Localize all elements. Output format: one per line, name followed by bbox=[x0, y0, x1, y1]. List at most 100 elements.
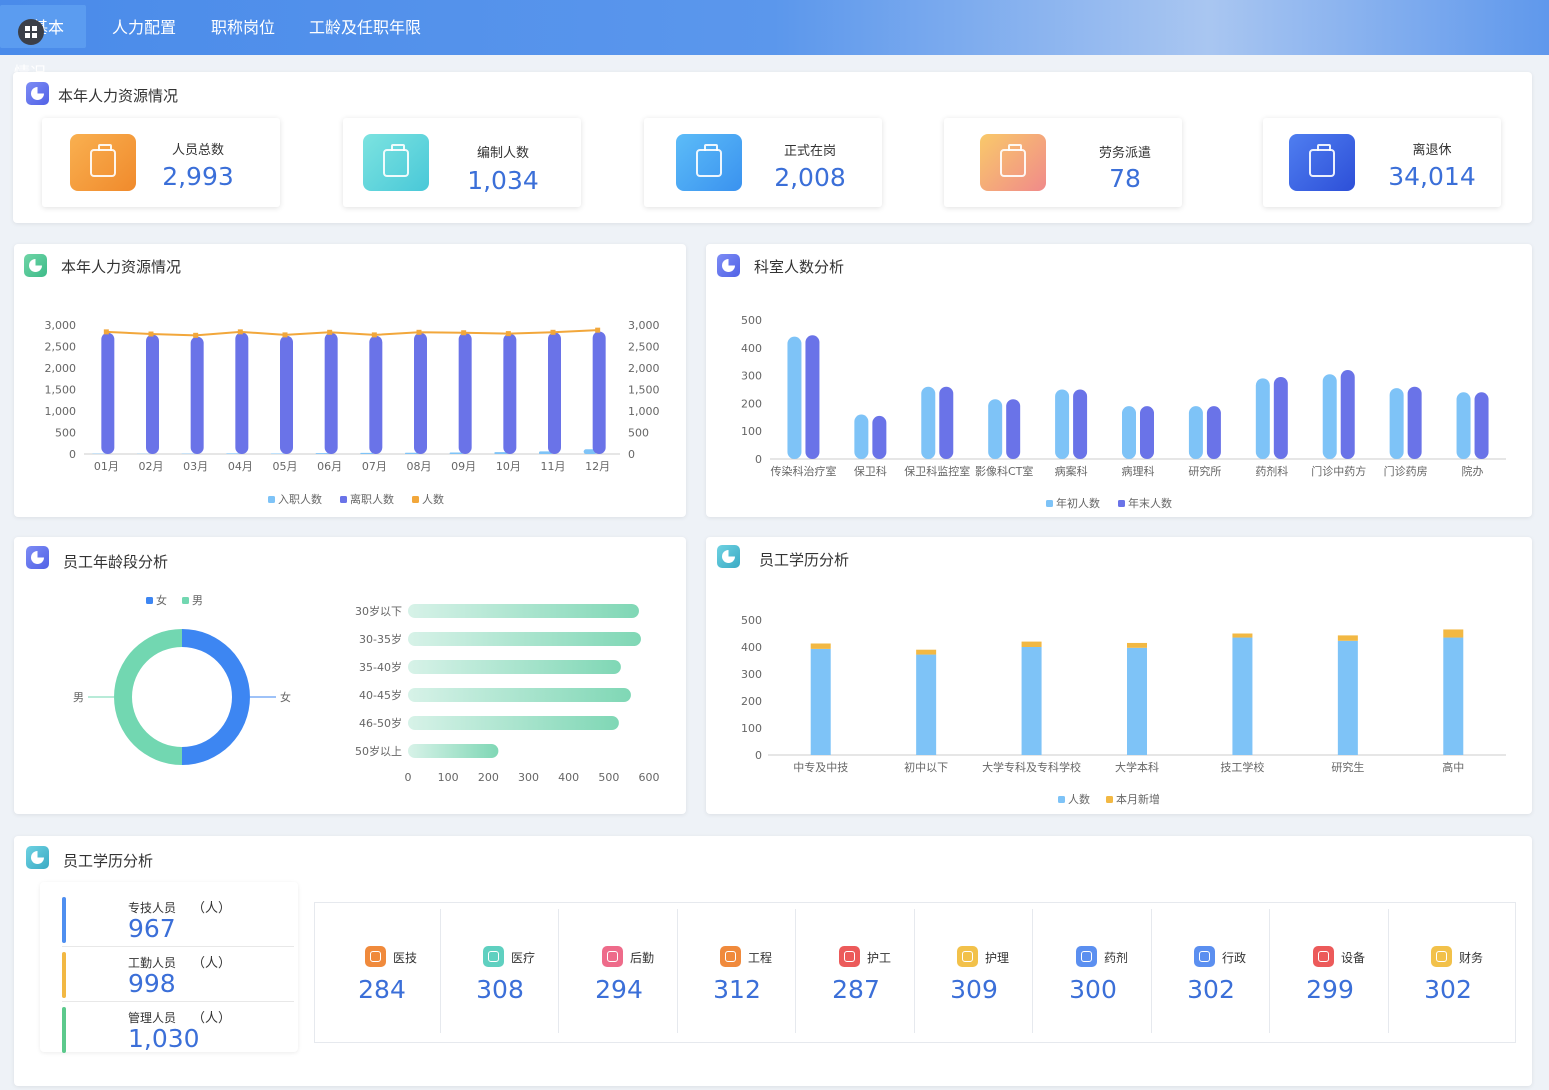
x-tick-label: 09月 bbox=[451, 460, 476, 473]
age-bar bbox=[408, 716, 619, 730]
stat-value: 1,034 bbox=[467, 166, 539, 195]
cloud-upload-icon bbox=[365, 946, 386, 967]
y-tick-label: 500 bbox=[741, 314, 762, 327]
x-tick-label: 初中以下 bbox=[904, 760, 948, 774]
bar-hire bbox=[226, 453, 240, 454]
line-headcount bbox=[106, 329, 598, 337]
app-grid-button[interactable] bbox=[18, 19, 44, 45]
edu-panel-title: 员工学历分析 bbox=[759, 551, 850, 569]
staff-item-name: 管理人员 bbox=[128, 1011, 177, 1025]
bag-icon bbox=[1076, 946, 1097, 967]
bar-year-end bbox=[1006, 399, 1021, 459]
cube-icon bbox=[483, 946, 504, 967]
legend-swatch bbox=[268, 496, 275, 503]
x-tick-label: 01月 bbox=[94, 460, 119, 473]
bar-hire bbox=[271, 453, 284, 454]
bar-leave bbox=[369, 335, 383, 454]
bar-new bbox=[1337, 635, 1358, 641]
tab-title-post[interactable]: 职称岗位 bbox=[197, 5, 289, 48]
age-bar bbox=[408, 744, 499, 758]
pie-chart-icon bbox=[24, 254, 47, 277]
bar-hire bbox=[539, 451, 552, 454]
stat-card-establishment: 编制人数 1,034 bbox=[343, 118, 581, 207]
dept-stats-box: 医技 284 医疗 308 后勤 294 工程 312 护工 287 护理 309 药剂 30… bbox=[314, 902, 1516, 1043]
bar-year-start bbox=[1389, 388, 1404, 459]
stat-label: 人员总数 bbox=[171, 143, 224, 158]
bottle-icon bbox=[70, 134, 136, 191]
x-tick-label: 研究生 bbox=[1331, 760, 1364, 774]
x-tick-label: 08月 bbox=[407, 460, 432, 473]
y2-tick-label: 2,500 bbox=[628, 341, 660, 354]
line-point bbox=[371, 332, 377, 338]
bar-year-end bbox=[1140, 406, 1154, 459]
divider bbox=[62, 1001, 294, 1002]
tab-staffing[interactable]: 人力配置 bbox=[98, 5, 190, 48]
dept-card-med-tech: 医技 284 bbox=[323, 909, 441, 1033]
legend-swatch bbox=[1058, 796, 1065, 803]
x-tick-label: 11月 bbox=[541, 460, 566, 473]
dept-name: 药剂 bbox=[1104, 951, 1129, 965]
x-tick-label: 600 bbox=[639, 771, 660, 784]
y2-tick-label: 2,000 bbox=[628, 362, 660, 375]
dept-card-logistics: 后勤 294 bbox=[560, 909, 678, 1033]
bar-year-end bbox=[872, 415, 887, 459]
x-tick-label: 0 bbox=[405, 771, 412, 784]
y-tick-label: 2,000 bbox=[45, 362, 77, 375]
line-point bbox=[282, 332, 288, 338]
yen-icon bbox=[1289, 134, 1355, 191]
compass-icon bbox=[1194, 946, 1215, 967]
stat-value: 2,993 bbox=[162, 162, 234, 191]
staff-item-unit: （人） bbox=[192, 901, 232, 916]
bar-leave bbox=[280, 335, 293, 454]
slice-label: 男 bbox=[73, 691, 84, 704]
x-tick-label: 10月 bbox=[496, 460, 521, 473]
dept-value: 299 bbox=[1306, 975, 1354, 1004]
dept-value: 308 bbox=[476, 975, 524, 1004]
pie-chart-icon bbox=[26, 546, 49, 569]
x-tick-label: 04月 bbox=[228, 460, 253, 473]
y-tick-label: 0 bbox=[69, 448, 76, 461]
dept-name: 行政 bbox=[1222, 951, 1247, 965]
staff-item-technical: 专技人员 （人） 967 bbox=[62, 897, 294, 951]
dept-value: 284 bbox=[358, 975, 406, 1004]
y-tick-label: 50岁以上 bbox=[355, 744, 402, 758]
x-tick-label: 院办 bbox=[1462, 464, 1484, 478]
legend-swatch bbox=[340, 496, 347, 503]
stat-value: 78 bbox=[1109, 164, 1141, 193]
bar-year-end bbox=[1073, 389, 1088, 459]
age-panel-title: 员工年龄段分析 bbox=[63, 553, 169, 571]
x-tick-label: 高中 bbox=[1442, 760, 1464, 774]
bar-new bbox=[1232, 633, 1253, 638]
thumb-up-icon bbox=[957, 946, 978, 967]
x-tick-label: 05月 bbox=[273, 460, 298, 473]
dept-chart-title: 科室人数分析 bbox=[754, 258, 845, 276]
dept-name: 财务 bbox=[1459, 951, 1484, 965]
dept-value: 302 bbox=[1187, 975, 1235, 1004]
tab-basic-info[interactable]: 基本情况 bbox=[0, 5, 86, 82]
bar-count bbox=[1127, 647, 1147, 755]
bar-leave bbox=[592, 331, 606, 454]
bar-year-end bbox=[1340, 370, 1355, 459]
bar-year-end bbox=[1474, 392, 1489, 459]
dept-value: 309 bbox=[950, 975, 998, 1004]
sprout-jar-icon bbox=[980, 134, 1046, 191]
bar-leave bbox=[458, 332, 472, 454]
bar-year-start bbox=[921, 386, 936, 459]
dept-card-engineering: 工程 312 bbox=[678, 909, 796, 1033]
x-tick-label: 12月 bbox=[585, 460, 610, 473]
bell-icon bbox=[1313, 946, 1334, 967]
staff-item-value: 1,030 bbox=[128, 1024, 200, 1053]
heart-icon bbox=[839, 946, 860, 967]
bar-year-start bbox=[1456, 392, 1471, 459]
edu-panel bbox=[706, 537, 1532, 814]
y-tick-label: 2,500 bbox=[45, 341, 77, 354]
bar-count bbox=[916, 654, 937, 755]
tag-clock-icon bbox=[676, 134, 742, 191]
grid-icon bbox=[25, 26, 37, 38]
apps-icon bbox=[602, 946, 623, 967]
y-tick-label: 100 bbox=[741, 722, 762, 735]
x-tick-label: 500 bbox=[598, 771, 619, 784]
stat-label: 正式在岗 bbox=[783, 144, 836, 159]
tab-seniority[interactable]: 工龄及任职年限 bbox=[295, 5, 435, 48]
x-tick-label: 门诊中药方 bbox=[1311, 464, 1366, 478]
